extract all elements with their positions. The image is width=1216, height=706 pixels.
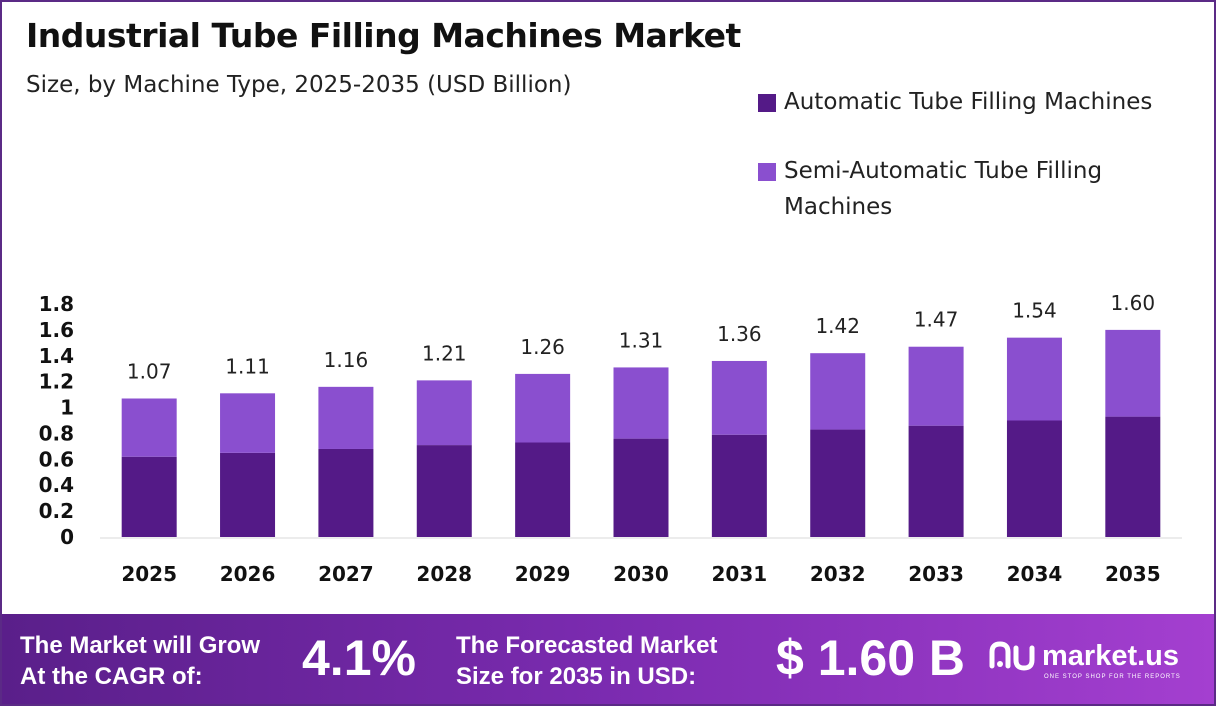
bar-automatic-2034 xyxy=(1006,420,1062,537)
forecast-label: The Forecasted Market Size for 2035 in U… xyxy=(456,630,717,692)
brand-tagline: ONE STOP SHOP FOR THE REPORTS xyxy=(1044,674,1181,680)
legend-item-automatic: Automatic Tube Filling Machines xyxy=(758,84,1208,120)
bar-automatic-2033 xyxy=(908,425,964,537)
bar-automatic-2035 xyxy=(1105,416,1161,537)
y-tick-label: 1 xyxy=(60,396,74,420)
x-tick-label-2025: 2025 xyxy=(121,562,177,586)
bar-semi-automatic-2031 xyxy=(711,360,767,435)
bar-chart: 00.20.40.60.811.21.41.61.8 1.07 2025 1.11 20… xyxy=(39,291,1182,586)
data-label-total-2033: 1.47 xyxy=(914,308,959,332)
legend-item-semi-automatic: Semi-Automatic Tube Filling Machines xyxy=(758,153,1208,225)
bar-semi-automatic-2025 xyxy=(121,398,177,457)
bar-semi-automatic-2027 xyxy=(318,386,374,449)
y-tick-label: 0.8 xyxy=(39,421,74,445)
bar-semi-automatic-2030 xyxy=(613,367,669,439)
data-label-total-2027: 1.16 xyxy=(324,348,369,372)
y-tick-label: 1.6 xyxy=(39,318,74,342)
x-tick-label-2035: 2035 xyxy=(1105,562,1161,586)
brand-logo[interactable]: market.us ONE STOP SHOP FOR THE REPORTS xyxy=(988,636,1208,686)
data-label-total-2030: 1.31 xyxy=(619,328,664,352)
forecast-label-line2: Size for 2035 in USD: xyxy=(456,663,697,690)
bar-automatic-2032 xyxy=(810,429,866,537)
data-label-total-2035: 1.60 xyxy=(1111,291,1156,315)
bar-automatic-2029 xyxy=(515,442,571,537)
bar-semi-automatic-2034 xyxy=(1006,337,1062,421)
bar-semi-automatic-2026 xyxy=(220,393,276,453)
legend-swatch-semi-automatic xyxy=(758,163,776,181)
x-tick-label-2030: 2030 xyxy=(613,562,669,586)
data-label-total-2031: 1.36 xyxy=(717,322,762,346)
cagr-label: The Market will Grow At the CAGR of: xyxy=(20,630,260,692)
data-label-total-2032: 1.42 xyxy=(815,314,860,338)
data-label-total-2028: 1.21 xyxy=(422,341,467,365)
cagr-label-line1: The Market will Grow xyxy=(20,632,261,659)
bar-semi-automatic-2029 xyxy=(515,373,571,443)
forecast-value: $ 1.60 B xyxy=(776,630,966,686)
market-us-logo-icon xyxy=(989,641,1035,671)
legend-label-automatic: Automatic Tube Filling Machines xyxy=(784,89,1153,115)
legend-swatch-automatic xyxy=(758,94,776,112)
bar-semi-automatic-2035 xyxy=(1105,329,1161,417)
x-tick-label-2034: 2034 xyxy=(1007,562,1063,586)
legend-label-semi-automatic: Semi-Automatic Tube Filling Machines xyxy=(784,158,1103,220)
chart-legend: Automatic Tube Filling Machines Semi-Aut… xyxy=(758,84,1208,258)
bar-semi-automatic-2032 xyxy=(810,353,866,430)
y-tick-label: 0.6 xyxy=(39,447,74,471)
chart-title: Industrial Tube Filling Machines Market xyxy=(26,16,741,55)
bar-automatic-2030 xyxy=(613,438,669,537)
data-label-total-2026: 1.11 xyxy=(225,354,270,378)
x-tick-label-2031: 2031 xyxy=(712,562,768,586)
bar-automatic-2025 xyxy=(121,456,177,537)
bar-automatic-2027 xyxy=(318,448,374,537)
y-tick-label: 1.4 xyxy=(39,344,74,368)
brand-name: market.us xyxy=(1042,640,1180,672)
chart-subtitle: Size, by Machine Type, 2025-2035 (USD Bi… xyxy=(26,72,572,98)
forecast-label-line1: The Forecasted Market xyxy=(456,632,718,659)
data-label-total-2034: 1.54 xyxy=(1012,299,1057,323)
bar-automatic-2028 xyxy=(416,445,472,537)
data-label-total-2025: 1.07 xyxy=(127,359,172,383)
x-tick-label-2026: 2026 xyxy=(220,562,276,586)
y-tick-label: 0 xyxy=(60,525,74,549)
bar-automatic-2026 xyxy=(220,452,276,537)
x-tick-label-2032: 2032 xyxy=(810,562,866,586)
cagr-label-line2: At the CAGR of: xyxy=(20,663,203,690)
y-tick-label: 1.8 xyxy=(39,292,74,316)
x-tick-label-2033: 2033 xyxy=(908,562,964,586)
x-tick-label-2029: 2029 xyxy=(515,562,571,586)
x-tick-label-2028: 2028 xyxy=(416,562,472,586)
y-tick-label: 0.2 xyxy=(39,499,74,523)
y-tick-label: 0.4 xyxy=(39,473,74,497)
footer-banner: The Market will Grow At the CAGR of: 4.1… xyxy=(2,614,1214,704)
bar-semi-automatic-2033 xyxy=(908,346,964,426)
y-tick-label: 1.2 xyxy=(39,370,74,394)
bar-semi-automatic-2028 xyxy=(416,380,472,446)
data-label-total-2029: 1.26 xyxy=(520,335,565,359)
cagr-value: 4.1% xyxy=(302,630,416,686)
bar-automatic-2031 xyxy=(711,434,767,537)
x-tick-label-2027: 2027 xyxy=(318,562,374,586)
